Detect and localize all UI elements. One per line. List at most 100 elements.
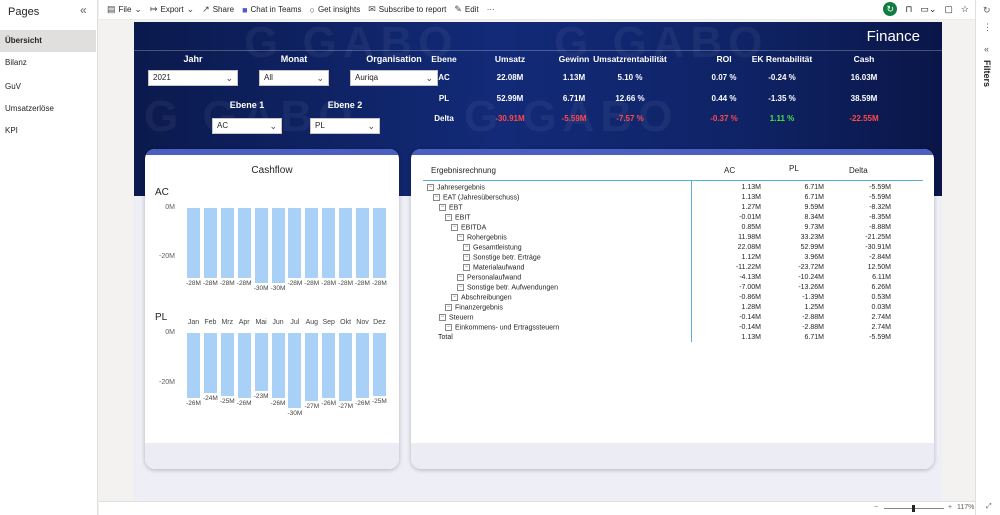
matrix-cell-pl: -23.72M bbox=[798, 264, 824, 271]
matrix-row-label[interactable]: − Sonstige betr. Erträge bbox=[463, 254, 541, 261]
matrix-row-label[interactable]: − EBT bbox=[439, 204, 463, 211]
collapse-icon[interactable]: − bbox=[463, 244, 470, 251]
page-item-uebersicht[interactable]: Übersicht bbox=[0, 30, 96, 52]
view-icon[interactable]: ▭⌄ bbox=[920, 3, 937, 14]
matrix-row-text: Total bbox=[438, 334, 453, 341]
page-item-umsatzerloese[interactable]: Umsatzerlöse bbox=[5, 104, 54, 113]
share-button[interactable]: ↗ Share bbox=[202, 4, 235, 14]
collapse-icon[interactable]: − bbox=[457, 284, 464, 291]
collapse-icon[interactable]: − bbox=[451, 224, 458, 231]
matrix-row-label[interactable]: − Gesamtleistung bbox=[463, 244, 522, 251]
page-item-bilanz[interactable]: Bilanz bbox=[5, 58, 27, 67]
zoom-slider-thumb[interactable] bbox=[912, 505, 915, 512]
matrix-row-text: Steuern bbox=[449, 314, 474, 322]
collapse-icon[interactable]: − bbox=[451, 294, 458, 301]
fit-page-icon[interactable]: ⤢ bbox=[986, 503, 992, 510]
matrix-row-label[interactable]: − Rohergebnis bbox=[457, 234, 507, 241]
matrix-row-label[interactable]: − Materialaufwand bbox=[463, 264, 524, 271]
x-tick-label: Mrz bbox=[221, 319, 234, 326]
export-menu[interactable]: ↦ Export ⌄ bbox=[149, 4, 195, 14]
zoom-in-icon[interactable]: + bbox=[948, 504, 953, 511]
matrix-row-label[interactable]: − Abschreibungen bbox=[451, 294, 512, 301]
matrix-column-divider bbox=[691, 180, 692, 342]
matrix-row-label[interactable]: − Finanzergebnis bbox=[445, 304, 503, 311]
kpi-header-0: Ebene bbox=[431, 54, 457, 64]
kpi-cell: 5.10 % bbox=[617, 73, 643, 82]
bar-ac-aug bbox=[305, 208, 319, 278]
matrix-cell-ac: 0.85M bbox=[741, 224, 761, 231]
organisation-dropdown[interactable]: Auriqa ⌄ bbox=[350, 70, 438, 86]
data-label: -26M bbox=[321, 400, 337, 407]
favorite-icon[interactable]: ☆ bbox=[960, 3, 969, 14]
matrix-row-label[interactable]: − Jahresergebnis bbox=[427, 184, 485, 191]
ergebnis-matrix-card[interactable]: Ergebnisrechnung AC PL Delta − Jahreserge… bbox=[411, 149, 934, 469]
monat-dropdown[interactable]: All ⌄ bbox=[259, 70, 329, 86]
get-insights-button[interactable]: ○ Get insights bbox=[309, 4, 361, 15]
data-label: -28M bbox=[186, 280, 201, 287]
collapse-icon[interactable]: − bbox=[463, 254, 470, 261]
matrix-row-label[interactable]: − EBIT bbox=[445, 214, 471, 221]
reload-icon[interactable]: ↻ bbox=[983, 5, 991, 15]
refresh-icon[interactable]: ↻ bbox=[883, 2, 898, 16]
page-item-guv[interactable]: GuV bbox=[5, 82, 22, 91]
kpi-cell: 1.11 % bbox=[769, 114, 795, 123]
more-options-button[interactable]: ··· bbox=[486, 5, 495, 14]
matrix-row-label[interactable]: Total bbox=[438, 334, 453, 341]
bar-ac-mrz bbox=[220, 208, 234, 278]
kpi-cell: -1.35 % bbox=[768, 94, 796, 103]
matrix-cell-ac: 11.98M bbox=[738, 234, 761, 241]
bar-pl-jul bbox=[288, 333, 302, 408]
subscribe-button[interactable]: ✉ Subscribe to report bbox=[368, 4, 447, 14]
matrix-row-label[interactable]: − Steuern bbox=[439, 314, 474, 321]
chevron-down-icon: ⌄ bbox=[269, 121, 277, 131]
comment-icon[interactable]: ▢ bbox=[944, 3, 953, 14]
matrix-row-label[interactable]: − Einkommens- und Ertragssteuern bbox=[445, 324, 559, 331]
x-tick-label: Jan bbox=[187, 319, 200, 326]
bar-ac-jun bbox=[271, 208, 285, 283]
page-item-kpi[interactable]: KPI bbox=[5, 126, 18, 135]
card-accent bbox=[145, 149, 399, 155]
matrix-row-label[interactable]: − Sonstige betr. Aufwendungen bbox=[457, 284, 558, 291]
collapse-pages-icon[interactable]: « bbox=[80, 3, 87, 17]
matrix-row-text: EBT bbox=[449, 204, 463, 212]
collapse-icon[interactable]: − bbox=[427, 184, 434, 191]
matrix-row-label[interactable]: − EBITDA bbox=[451, 224, 486, 231]
card-footer bbox=[145, 443, 399, 469]
expand-filters-icon[interactable]: « bbox=[984, 44, 990, 54]
edit-button[interactable]: ✎ Edit bbox=[454, 4, 479, 14]
data-label: -28M bbox=[236, 280, 252, 287]
collapse-icon[interactable]: − bbox=[445, 324, 452, 331]
kpi-cell: 0.07 % bbox=[711, 73, 737, 82]
collapse-icon[interactable]: − bbox=[445, 214, 452, 221]
matrix-row-label[interactable]: − Personalaufwand bbox=[457, 274, 521, 281]
collapse-icon[interactable]: − bbox=[439, 314, 446, 321]
kpi-cell: 16.03M bbox=[850, 73, 878, 82]
chat-in-teams-button[interactable]: ■ Chat in Teams bbox=[242, 4, 302, 15]
bar-ac-mai bbox=[254, 208, 268, 283]
kpi-cell: 12.66 % bbox=[615, 94, 645, 103]
matrix-cell-pl: -2.88M bbox=[802, 324, 824, 331]
filters-label[interactable]: Filters bbox=[982, 60, 992, 88]
kpi-cell: Delta bbox=[434, 114, 454, 123]
collapse-icon[interactable]: − bbox=[457, 274, 464, 281]
finance-banner: G GABO G GABO G GABO G GABO Finance Jahr… bbox=[134, 22, 942, 196]
collapse-icon[interactable]: − bbox=[457, 234, 464, 241]
matrix-cell-pl: -2.88M bbox=[802, 314, 824, 321]
zoom-out-icon[interactable]: − bbox=[874, 504, 879, 511]
toolbar-right-actions: ↻ ⊓ ▭⌄ ▢ ☆ bbox=[883, 2, 969, 16]
collapse-icon[interactable]: − bbox=[433, 194, 440, 201]
bookmark-icon[interactable]: ⊓ bbox=[905, 3, 913, 14]
export-icon: ↦ bbox=[149, 4, 158, 14]
jahr-dropdown[interactable]: 2021 ⌄ bbox=[148, 70, 238, 86]
collapse-icon[interactable]: − bbox=[445, 304, 452, 311]
matrix-row-label[interactable]: − EAT (Jahresüberschuss) bbox=[433, 194, 519, 201]
collapse-icon[interactable]: − bbox=[463, 264, 470, 271]
collapse-icon[interactable]: − bbox=[439, 204, 446, 211]
file-menu[interactable]: ▤ File ⌄ bbox=[107, 4, 142, 14]
settings-icon[interactable]: ⋮ bbox=[983, 22, 992, 32]
kpi-cell: 1.13M bbox=[562, 73, 586, 82]
ebene1-dropdown[interactable]: AC ⌄ bbox=[212, 118, 282, 134]
ebene2-dropdown[interactable]: PL ⌄ bbox=[310, 118, 380, 134]
matrix-row-text: EBIT bbox=[455, 214, 471, 222]
